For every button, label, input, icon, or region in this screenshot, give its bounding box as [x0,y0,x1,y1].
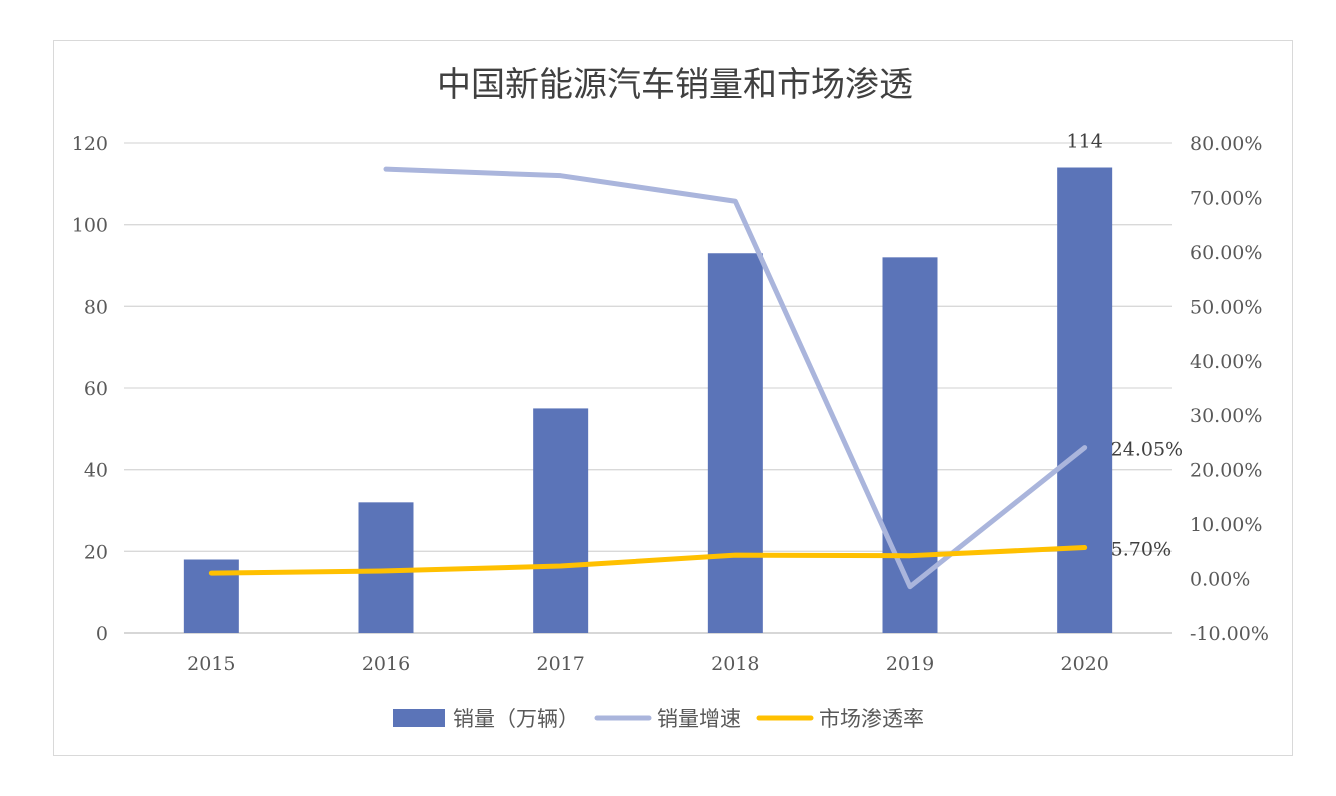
bar [1057,167,1113,633]
left-axis-tick-label: 60 [84,378,108,400]
bar-series [183,167,1113,633]
legend-swatch [393,709,445,727]
left-axis-tick-label: 80 [84,296,108,318]
x-axis-tick-label: 2015 [187,653,235,675]
legend-label: 市场渗透率 [819,707,924,731]
x-axis-tick-label: 2016 [362,653,410,675]
legend: 销量（万辆） 销量增速 市场渗透率 [393,707,924,731]
series-line [383,166,1088,590]
chart-title: 中国新能源汽车销量和市场渗透 [437,65,913,105]
left-axis-tick-label: 100 [72,215,108,237]
right-axis-tick-label: 40.00% [1190,351,1262,373]
x-axis-tick-label: 2020 [1060,653,1108,675]
right-axis-tick-label: 50.00% [1190,296,1262,318]
series-line [208,545,1088,576]
x-axis-tick-label: 2017 [536,653,584,675]
left-axis-tick-label: 40 [84,460,108,482]
legend-label: 销量增速 [657,707,741,731]
data-label: 5.70% [1111,539,1171,561]
right-axis-tick-label: 20.00% [1190,460,1262,482]
bar [533,408,589,633]
left-axis-tick-label: 0 [96,623,108,645]
legend-label: 销量（万辆） [453,707,579,731]
bar [882,257,938,633]
right-axis-tick-label: 30.00% [1190,405,1262,427]
axis-labels: 0 20 40 60 80 100 120 -10.00% 0.00% 10.00% 20.00% 3… [72,133,1269,675]
left-axis-tick-label: 20 [84,541,108,563]
right-axis-tick-label: 10.00% [1190,514,1262,536]
right-axis-tick-label: 80.00% [1190,133,1262,155]
right-axis-tick-label: 0.00% [1190,569,1250,591]
bar [358,502,414,633]
x-axis-tick-label: 2018 [711,653,759,675]
x-axis-tick-label: 2019 [886,653,934,675]
line-series [208,166,1088,590]
right-axis-tick-label: 60.00% [1190,242,1262,264]
data-labels: 114 24.05% 5.70% [1067,131,1184,561]
data-label: 114 [1067,131,1103,153]
data-label: 24.05% [1111,439,1183,461]
right-axis-tick-label: -10.00% [1190,623,1269,645]
left-axis-tick-label: 120 [72,133,108,155]
right-axis-tick-label: 70.00% [1190,187,1262,209]
bar [707,253,763,633]
